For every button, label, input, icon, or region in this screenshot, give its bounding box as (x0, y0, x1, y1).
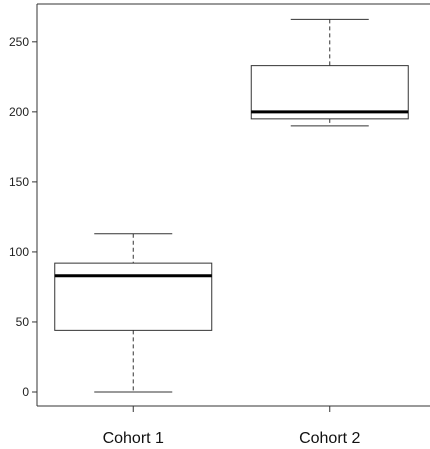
iqr-box (250, 65, 409, 120)
x-tick-label: Cohort 2 (299, 430, 360, 447)
x-axis: Cohort 1 Cohort 2 (103, 406, 361, 447)
y-tick-label: 250 (9, 35, 29, 49)
boxes (54, 18, 409, 393)
y-tick-label: 150 (9, 175, 29, 189)
box-cohort-1 (54, 233, 213, 393)
y-tick-label: 100 (9, 245, 29, 259)
y-tick-label: 50 (16, 315, 30, 329)
iqr-box (54, 262, 213, 331)
x-tick-label: Cohort 1 (103, 430, 164, 447)
plot-frame (36, 3, 430, 407)
box-cohort-2 (250, 18, 409, 127)
y-axis: 0 50 100 150 200 250 (9, 35, 37, 399)
y-tick-label: 0 (22, 385, 29, 399)
y-tick-label: 200 (9, 105, 29, 119)
